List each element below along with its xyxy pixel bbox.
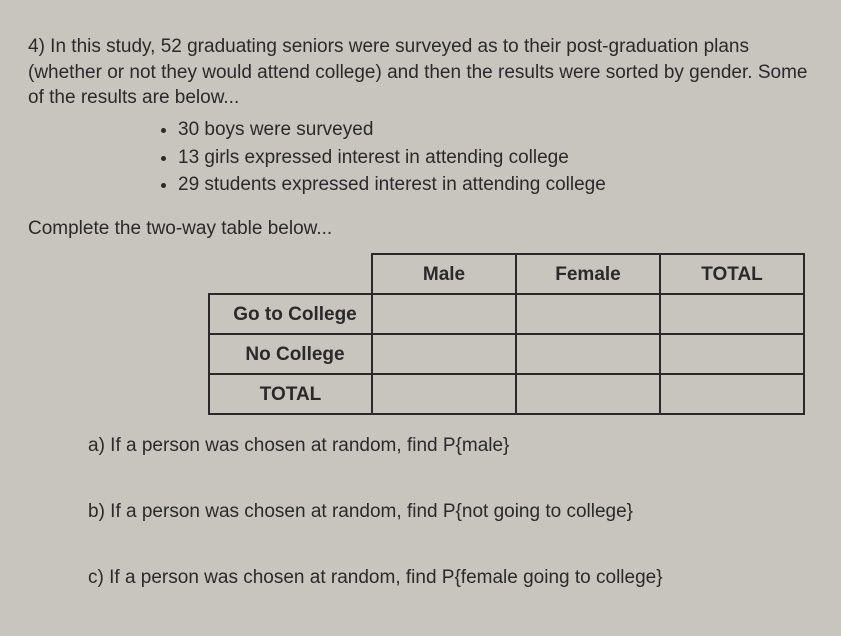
table-cell (372, 334, 516, 374)
table-cell (372, 294, 516, 334)
question-a: a) If a person was chosen at random, fin… (88, 433, 813, 459)
question-b: b) If a person was chosen at random, fin… (88, 499, 813, 525)
table-row: Male Female TOTAL (209, 254, 804, 294)
table-instruction: Complete the two-way table below... (28, 216, 813, 242)
list-item: 30 boys were surveyed (178, 117, 813, 143)
table-cell (516, 294, 660, 334)
col-header-total: TOTAL (660, 254, 804, 294)
worksheet-page: 4) In this study, 52 graduating seniors … (0, 0, 841, 610)
table-cell (372, 374, 516, 414)
table-cell (516, 334, 660, 374)
table-cell (660, 334, 804, 374)
table-row: Go to College (209, 294, 804, 334)
table-cell (660, 374, 804, 414)
question-intro: 4) In this study, 52 graduating seniors … (28, 34, 813, 111)
given-list: 30 boys were surveyed 13 girls expressed… (28, 117, 813, 198)
col-header-female: Female (516, 254, 660, 294)
table-cell-blank (209, 254, 372, 294)
row-header-college: Go to College (209, 294, 372, 334)
question-c: c) If a person was chosen at random, fin… (88, 565, 813, 591)
table-cell (660, 294, 804, 334)
table-cell (516, 374, 660, 414)
table-row: No College (209, 334, 804, 374)
table-row: TOTAL (209, 374, 804, 414)
list-item: 13 girls expressed interest in attending… (178, 145, 813, 171)
two-way-table: Male Female TOTAL Go to College No Colle… (208, 253, 805, 415)
col-header-male: Male (372, 254, 516, 294)
list-item: 29 students expressed interest in attend… (178, 172, 813, 198)
row-header-nocollege: No College (209, 334, 372, 374)
row-header-total: TOTAL (209, 374, 372, 414)
